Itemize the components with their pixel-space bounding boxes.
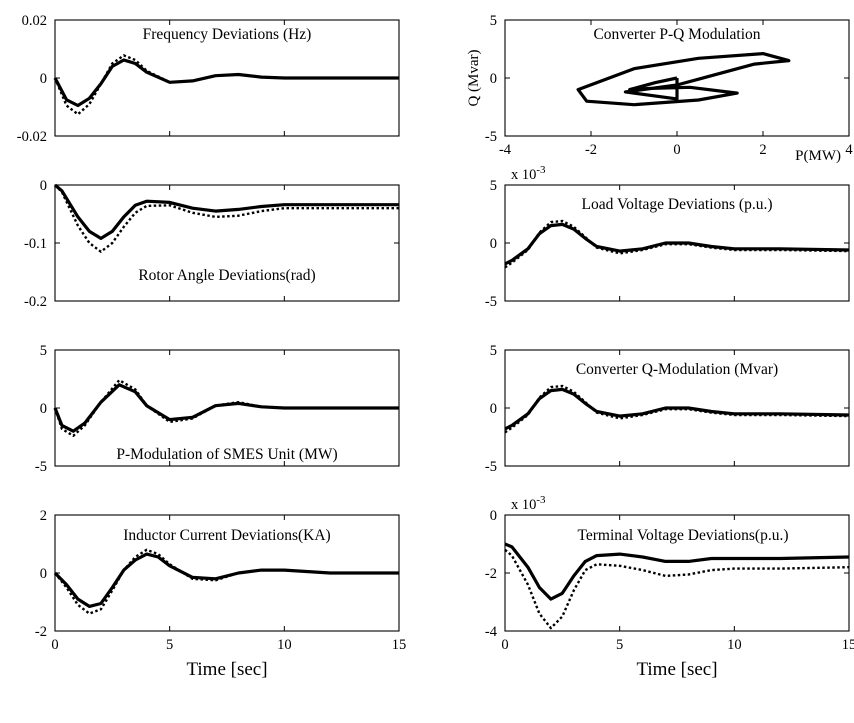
chart-panel-4: 5 0 -5 P-Modulation of SMES Unit (MW) [35, 343, 400, 475]
series-line-dotted [504, 548, 850, 630]
y-tick-label: -0.02 [17, 129, 47, 145]
y-tick-label: -0.2 [24, 294, 47, 310]
y-tick-label: 5 [490, 13, 497, 29]
y-tick-label: -0.1 [24, 236, 47, 252]
y-tick-label: 2 [40, 508, 47, 524]
x-tick-label: -2 [585, 142, 597, 158]
chart-panel-0: 0.02 0 -0.02 Frequency Deviations (Hz) [17, 13, 400, 145]
chart-title: Inductor Current Deviations(KA) [123, 527, 330, 544]
y-tick-label: -5 [35, 459, 47, 475]
series-line-solid [504, 542, 850, 601]
y-tick-label: -2 [485, 566, 497, 582]
series-line-dotted [53, 379, 399, 437]
x-axis-label: P(MW) [795, 148, 841, 164]
axis-exponent: x 10-3 [511, 494, 546, 513]
x-tick-label: 0 [51, 637, 58, 653]
x-tick-label: -4 [499, 142, 512, 158]
x-tick-label: 5 [616, 637, 623, 653]
series-line-solid [53, 552, 399, 608]
y-tick-label: -4 [485, 624, 498, 640]
x-tick-label: 15 [392, 637, 407, 653]
axis-exponent: x 10-3 [511, 164, 546, 183]
chart-panel-3: 5 0 -5 Load Voltage Deviations (p.u.) x 10-3 [485, 164, 850, 310]
series-line-solid [576, 52, 791, 107]
chart-title: Load Voltage Deviations (p.u.) [582, 196, 773, 213]
x-tick-label: 0 [501, 637, 508, 653]
series-line-solid [53, 183, 399, 240]
chart-panel-5: 5 0 -5 Converter Q-Modulation (Mvar) [485, 343, 850, 475]
chart-title: Frequency Deviations (Hz) [143, 26, 312, 43]
series-line-solid [53, 58, 399, 108]
chart-title: P-Modulation of SMES Unit (MW) [116, 446, 337, 463]
y-tick-label: 5 [40, 343, 47, 359]
chart-title: Converter P-Q Modulation [593, 26, 760, 43]
y-tick-label: 0 [490, 236, 497, 252]
x-tick-label: 0 [673, 142, 680, 158]
chart-title: Converter Q-Modulation (Mvar) [576, 361, 778, 378]
x-axis-label: Time [sec] [636, 659, 717, 680]
y-tick-label: 0.02 [22, 13, 47, 29]
x-tick-label: 10 [277, 637, 292, 653]
series-line-dotted [54, 184, 399, 253]
y-tick-label: -5 [485, 459, 497, 475]
y-tick-label: 5 [490, 343, 497, 359]
y-tick-label: -5 [485, 129, 497, 145]
x-axis-label: Time [sec] [186, 659, 267, 680]
y-tick-label: 5 [490, 178, 497, 194]
y-tick-label: 0 [40, 401, 47, 417]
x-tick-label: 4 [845, 142, 853, 158]
chart-panel-1: 5 0 -5-4 -2 0 2 4 Converter P-Q Modulation Q (Mv… [466, 13, 853, 164]
y-tick-label: 0 [490, 401, 497, 417]
y-tick-label: 0 [40, 566, 47, 582]
y-tick-label: -2 [35, 624, 47, 640]
x-tick-label: 10 [727, 637, 742, 653]
y-tick-label: 0 [490, 508, 497, 524]
y-tick-label: 0 [40, 178, 47, 194]
chart-panel-2: 0 -0.1 -0.2 Rotor Angle Deviations(rad) [24, 178, 400, 310]
chart-title: Terminal Voltage Deviations(p.u.) [578, 527, 789, 544]
y-tick-label: 0 [40, 71, 47, 87]
y-tick-label: 0 [490, 71, 497, 87]
chart-title: Rotor Angle Deviations(rad) [138, 267, 315, 284]
x-tick-label: 5 [166, 637, 173, 653]
x-tick-label: 2 [759, 142, 766, 158]
y-tick-label: -5 [485, 294, 497, 310]
series-line-dotted [53, 54, 399, 116]
series-line-dotted [504, 219, 850, 269]
y-axis-label: Q (Mvar) [466, 49, 482, 106]
series-line-dotted [54, 548, 399, 615]
series-line-dotted [504, 384, 850, 434]
x-tick-label: 15 [842, 637, 854, 653]
